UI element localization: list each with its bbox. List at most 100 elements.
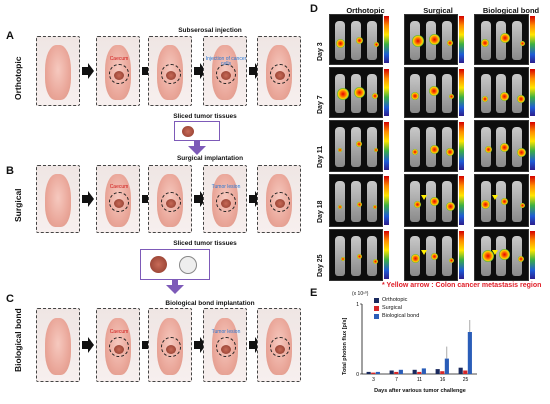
day-label-4: Day 18	[317, 200, 324, 223]
colorbar-min-r2-c2: 0.5	[448, 112, 455, 117]
row-b-ring-5	[270, 191, 290, 212]
colorbar-min-r3-c1: 0.5	[373, 166, 380, 171]
ivis-mouse-r2-c2-3	[441, 74, 452, 113]
legend-surgical: Surgical	[382, 305, 402, 311]
colorbar-max-r5-c1: 2.0	[373, 229, 380, 234]
row-b-mouse-image-1	[36, 165, 80, 233]
row-c-arrow-shaft-3	[194, 341, 200, 349]
colorbar-r3-c1	[384, 122, 389, 170]
colorbar-max-r3-c2: 3.0	[448, 120, 455, 125]
ivis-image-r5-c3	[474, 229, 529, 281]
ivis-signal-r2-c3-3	[517, 94, 525, 103]
colorbar-min-r1-c1: 0.5	[373, 59, 380, 64]
row-a-arrow-shaft-1	[82, 67, 88, 75]
colorbar-max-r4-c3: 1.0	[519, 174, 526, 179]
colorbar-r2-c2	[459, 69, 464, 116]
row-b-ring-2	[109, 191, 129, 212]
colorbar-max-r5-c3: 2.0	[519, 229, 526, 234]
day-label-5: Day 25	[317, 254, 324, 277]
bar-orthotopic-25	[458, 367, 463, 374]
bar-biological-bond-3	[375, 371, 380, 374]
row-b-label-4: Tumor lesion	[211, 184, 241, 191]
colorbar-min-r1-c2: 0.5	[448, 59, 455, 64]
ivis-signal-r3-c2-2	[429, 145, 439, 155]
metastasis-note: * Yellow arrow : Colon cancer metastasis…	[382, 282, 542, 289]
sliced-tissue-box-1	[174, 121, 220, 141]
legend-swatch-surgical	[374, 306, 379, 311]
ivis-signal-r5-c3-2	[499, 249, 510, 261]
ivis-mouse-r4-c3-3	[512, 181, 523, 222]
step-title-subserosal: Subserosal injection	[178, 27, 242, 34]
row-b-arrow-shaft-3	[194, 195, 200, 203]
ivis-mouse-r4-c2-3	[441, 181, 452, 222]
colorbar-max-r2-c2: 3.0	[448, 67, 455, 72]
row-c-ring-5	[270, 337, 290, 358]
chart-ylabel: Total photon flux [p/s]	[342, 317, 348, 375]
colorbar-r5-c2	[459, 231, 464, 279]
colorbar-unit-r5-c3: x 10⁷	[523, 249, 529, 260]
ivis-mouse-r2-c1-3	[366, 74, 377, 113]
row-c-arrow-shaft-1	[82, 341, 88, 349]
sliced-tissues-title-2: Sliced tumor tissues	[173, 240, 237, 247]
ivis-signal-r1-c1-2	[355, 37, 363, 44]
ivis-signal-r2-c2-3	[448, 93, 454, 99]
metastasis-arrow-r4-c3	[491, 195, 498, 201]
ivis-signal-r5-c1-1	[340, 256, 345, 261]
sliced-tissues-title-1: Sliced tumor tissues	[173, 113, 237, 120]
row-a-label-2: Caecum	[109, 55, 129, 62]
row-b-mouse-image-3	[148, 165, 192, 233]
colorbar-unit-r1-c3: x 10⁷	[523, 33, 529, 45]
ivis-signal-r4-c3-1	[480, 199, 490, 209]
bar-orthotopic-11	[412, 369, 417, 374]
row-a-arrow-shaft-2	[142, 67, 148, 75]
colorbar-min-r1-c3: 0.5	[519, 59, 526, 64]
ivis-image-r2-c1	[329, 67, 383, 118]
sliced-tissue-box-2	[140, 249, 210, 280]
bar-surgical-3	[371, 372, 376, 374]
colorbar-r2-c3	[530, 69, 535, 116]
row-a-mouse-image-4: Injection of cancer cells	[203, 36, 247, 106]
ivis-mouse-r3-c1-2	[350, 127, 361, 167]
colorbar-unit-r5-c1: x 10⁷	[377, 249, 383, 260]
ivis-mouse-r5-c1-1	[335, 236, 346, 276]
purple-arrow-1	[188, 146, 206, 155]
x-tick-label-7: 7	[395, 377, 398, 383]
row-b-label-2: Caecum	[109, 184, 129, 191]
panel-letter-b: B	[6, 165, 14, 177]
colorbar-unit-r1-c1: x 10⁷	[377, 33, 383, 45]
col-title-surgical: Surgical	[423, 6, 453, 15]
ivis-image-r1-c1	[329, 14, 383, 65]
ivis-image-r4-c2	[404, 174, 458, 227]
colorbar-min-r4-c1: 0.2	[373, 221, 380, 226]
row-label-orthotopic: Orthotopic	[13, 56, 23, 100]
colorbar-r4-c3	[530, 176, 535, 225]
ivis-signal-r4-c1-3	[373, 204, 378, 209]
row-c-ring-3	[161, 337, 181, 358]
colorbar-min-r4-c2: 0.2	[448, 221, 455, 226]
ivis-mouse-r1-c1-3	[366, 21, 377, 60]
colorbar-r4-c2	[459, 176, 464, 225]
colorbar-unit-r2-c2: x 10⁷	[452, 86, 458, 98]
ivis-signal-r2-c2-2	[429, 85, 439, 96]
ivis-image-r5-c1	[329, 229, 383, 281]
ivis-signal-r1-c3-2	[499, 32, 510, 43]
colorbar-unit-r3-c1: x 10⁷	[377, 140, 383, 151]
ivis-mouse-r3-c2-1	[410, 127, 421, 167]
row-b-mouse-image-2: Caecum	[96, 165, 140, 233]
tissue-sample-2b	[179, 256, 197, 274]
ivis-image-r3-c1	[329, 120, 383, 172]
purple-stem-1	[194, 141, 200, 147]
ivis-mouse-r4-c1-3	[366, 181, 377, 222]
ivis-signal-r5-c1-3	[372, 258, 378, 264]
colorbar-r5-c1	[384, 231, 389, 279]
row-label-surgical: Surgical	[13, 188, 23, 222]
colorbar-unit-r4-c1: x 10⁷	[377, 194, 383, 206]
row-c-mouse-image-2: Caecum	[96, 308, 140, 382]
panel-letter-e: E	[310, 287, 318, 299]
row-a-mouse-body-1	[45, 45, 71, 100]
ivis-signal-r1-c3-3	[519, 40, 525, 46]
ivis-signal-r3-c3-3	[516, 147, 526, 157]
row-a-ring-2	[109, 63, 129, 84]
ivis-mouse-r5-c3-3	[512, 236, 523, 276]
y-tick-label-1: 1	[356, 302, 359, 308]
